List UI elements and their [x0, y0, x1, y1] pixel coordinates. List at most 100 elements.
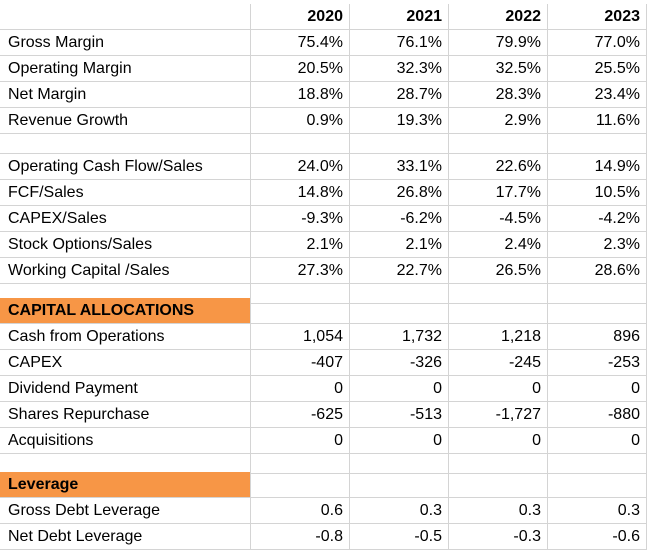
value-cell[interactable]: 2.1%: [350, 232, 449, 258]
blank-cell[interactable]: [251, 454, 350, 474]
blank-cell[interactable]: [449, 454, 548, 474]
value-cell[interactable]: 0: [350, 428, 449, 454]
blank-cell[interactable]: [0, 134, 251, 154]
blank-cell[interactable]: [0, 454, 251, 474]
value-cell[interactable]: 19.3%: [350, 108, 449, 134]
value-cell[interactable]: -0.6: [548, 524, 647, 550]
value-cell[interactable]: 1,054: [251, 324, 350, 350]
blank-cell[interactable]: [449, 298, 548, 324]
year-header-2022[interactable]: 2022: [449, 4, 548, 30]
row-label-capex-sales[interactable]: CAPEX/Sales: [0, 206, 251, 232]
blank-cell[interactable]: [350, 472, 449, 498]
value-cell[interactable]: 0: [251, 376, 350, 402]
value-cell[interactable]: -326: [350, 350, 449, 376]
value-cell[interactable]: -407: [251, 350, 350, 376]
value-cell[interactable]: -0.8: [251, 524, 350, 550]
value-cell[interactable]: 17.7%: [449, 180, 548, 206]
value-cell[interactable]: 28.6%: [548, 258, 647, 284]
row-label-revenue-growth[interactable]: Revenue Growth: [0, 108, 251, 134]
year-header-2023[interactable]: 2023: [548, 4, 647, 30]
blank-cell[interactable]: [251, 472, 350, 498]
value-cell[interactable]: 33.1%: [350, 154, 449, 180]
value-cell[interactable]: 2.9%: [449, 108, 548, 134]
year-header-2020[interactable]: 2020: [251, 4, 350, 30]
value-cell[interactable]: -1,727: [449, 402, 548, 428]
value-cell[interactable]: 75.4%: [251, 30, 350, 56]
value-cell[interactable]: 27.3%: [251, 258, 350, 284]
row-label-fcf-sales[interactable]: FCF/Sales: [0, 180, 251, 206]
value-cell[interactable]: 0.9%: [251, 108, 350, 134]
row-label-operating-cash-flow-sales[interactable]: Operating Cash Flow/Sales: [0, 154, 251, 180]
value-cell[interactable]: 28.7%: [350, 82, 449, 108]
value-cell[interactable]: 0.3: [548, 498, 647, 524]
value-cell[interactable]: -625: [251, 402, 350, 428]
row-label-operating-margin[interactable]: Operating Margin: [0, 56, 251, 82]
value-cell[interactable]: -4.2%: [548, 206, 647, 232]
value-cell[interactable]: 0: [251, 428, 350, 454]
blank-cell[interactable]: [350, 454, 449, 474]
value-cell[interactable]: 77.0%: [548, 30, 647, 56]
blank-cell[interactable]: [548, 298, 647, 324]
blank-cell[interactable]: [350, 134, 449, 154]
value-cell[interactable]: -0.5: [350, 524, 449, 550]
row-label-net-debt-leverage[interactable]: Net Debt Leverage: [0, 524, 251, 550]
row-label-net-margin[interactable]: Net Margin: [0, 82, 251, 108]
value-cell[interactable]: 25.5%: [548, 56, 647, 82]
blank-cell[interactable]: [350, 298, 449, 324]
row-label-cash-from-operations[interactable]: Cash from Operations: [0, 324, 251, 350]
value-cell[interactable]: 26.8%: [350, 180, 449, 206]
value-cell[interactable]: 26.5%: [449, 258, 548, 284]
value-cell[interactable]: 24.0%: [251, 154, 350, 180]
value-cell[interactable]: -9.3%: [251, 206, 350, 232]
value-cell[interactable]: 14.9%: [548, 154, 647, 180]
blank-cell[interactable]: [251, 284, 350, 304]
value-cell[interactable]: 20.5%: [251, 56, 350, 82]
value-cell[interactable]: -880: [548, 402, 647, 428]
value-cell[interactable]: 0: [449, 428, 548, 454]
value-cell[interactable]: 0: [350, 376, 449, 402]
value-cell[interactable]: -4.5%: [449, 206, 548, 232]
value-cell[interactable]: 14.8%: [251, 180, 350, 206]
value-cell[interactable]: 0.3: [350, 498, 449, 524]
row-label-gross-margin[interactable]: Gross Margin: [0, 30, 251, 56]
value-cell[interactable]: -6.2%: [350, 206, 449, 232]
value-cell[interactable]: 0: [449, 376, 548, 402]
blank-cell[interactable]: [449, 134, 548, 154]
value-cell[interactable]: 2.1%: [251, 232, 350, 258]
row-label-shares-repurchase[interactable]: Shares Repurchase: [0, 402, 251, 428]
blank-cell[interactable]: [449, 472, 548, 498]
blank-cell[interactable]: [548, 454, 647, 474]
value-cell[interactable]: 11.6%: [548, 108, 647, 134]
value-cell[interactable]: 2.3%: [548, 232, 647, 258]
row-label-working-capital-sales[interactable]: Working Capital /Sales: [0, 258, 251, 284]
value-cell[interactable]: 32.3%: [350, 56, 449, 82]
year-header-2021[interactable]: 2021: [350, 4, 449, 30]
value-cell[interactable]: 10.5%: [548, 180, 647, 206]
row-label-gross-debt-leverage[interactable]: Gross Debt Leverage: [0, 498, 251, 524]
value-cell[interactable]: 1,218: [449, 324, 548, 350]
row-label-capex[interactable]: CAPEX: [0, 350, 251, 376]
value-cell[interactable]: 79.9%: [449, 30, 548, 56]
blank-cell[interactable]: [251, 298, 350, 324]
row-label-dividend-payment[interactable]: Dividend Payment: [0, 376, 251, 402]
section-title-leverage[interactable]: Leverage: [0, 472, 251, 498]
section-title-capital-allocations[interactable]: CAPITAL ALLOCATIONS: [0, 298, 251, 324]
value-cell[interactable]: 22.6%: [449, 154, 548, 180]
blank-cell[interactable]: [548, 134, 647, 154]
value-cell[interactable]: -0.3: [449, 524, 548, 550]
value-cell[interactable]: 0.3: [449, 498, 548, 524]
value-cell[interactable]: -513: [350, 402, 449, 428]
value-cell[interactable]: 0: [548, 376, 647, 402]
blank-cell[interactable]: [350, 284, 449, 304]
blank-cell[interactable]: [548, 472, 647, 498]
value-cell[interactable]: 1,732: [350, 324, 449, 350]
value-cell[interactable]: 0.6: [251, 498, 350, 524]
value-cell[interactable]: 76.1%: [350, 30, 449, 56]
value-cell[interactable]: -245: [449, 350, 548, 376]
value-cell[interactable]: 22.7%: [350, 258, 449, 284]
value-cell[interactable]: 896: [548, 324, 647, 350]
value-cell[interactable]: 0: [548, 428, 647, 454]
blank-cell[interactable]: [251, 134, 350, 154]
row-label-acquisitions[interactable]: Acquisitions: [0, 428, 251, 454]
value-cell[interactable]: 2.4%: [449, 232, 548, 258]
